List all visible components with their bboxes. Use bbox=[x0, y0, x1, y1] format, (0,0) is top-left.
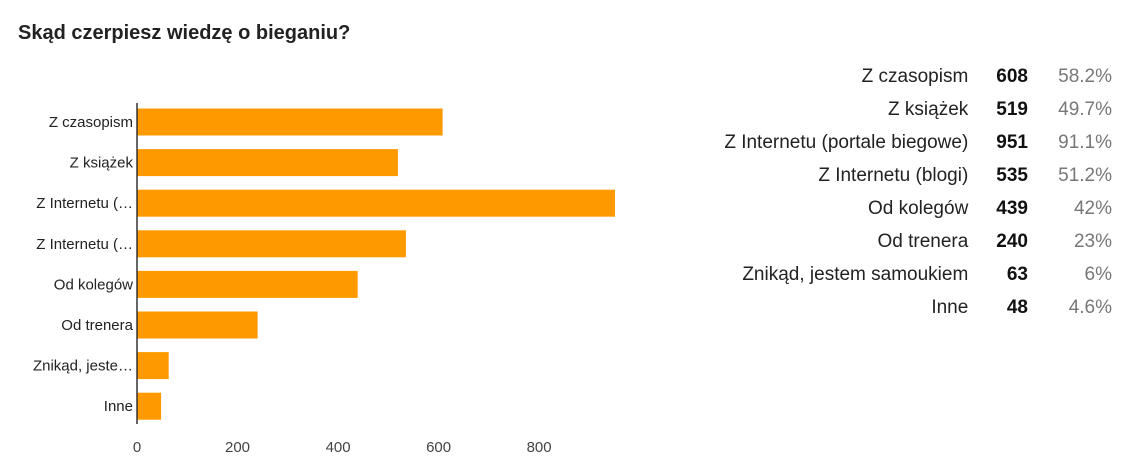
summary-row: Z Internetu (portale biegowe) 951 91.1% bbox=[724, 126, 1112, 159]
bar bbox=[137, 189, 615, 217]
summary-percent: 4.6% bbox=[1068, 296, 1112, 318]
category-label: Z Internetu (… bbox=[36, 236, 133, 253]
summary-row: Znikąd, jestem samoukiem 63 6% bbox=[724, 258, 1112, 291]
bar bbox=[137, 270, 358, 298]
bar-chart: Z czasopism Z książek Z Internetu (… Z Inte… bbox=[33, 103, 615, 456]
summary-row: Z książek 519 49.7% bbox=[724, 93, 1112, 126]
summary-count: 240 bbox=[996, 230, 1028, 252]
bar bbox=[137, 149, 398, 177]
bar bbox=[137, 311, 258, 339]
x-tick-label: 200 bbox=[225, 439, 250, 456]
summary-percent: 6% bbox=[1084, 263, 1112, 285]
category-label: Z książek bbox=[70, 155, 134, 172]
x-tick-label: 400 bbox=[326, 439, 351, 456]
category-label: Znikąd, jeste… bbox=[33, 358, 133, 375]
summary-row: Z czasopism 608 58.2% bbox=[724, 60, 1112, 93]
summary-percent: 91.1% bbox=[1058, 131, 1112, 153]
category-label: Od kolegów bbox=[54, 276, 133, 293]
category-label: Z czasopism bbox=[49, 114, 133, 131]
bar bbox=[137, 230, 406, 258]
summary-label: Z Internetu (blogi) bbox=[818, 164, 969, 186]
summary-count: 48 bbox=[1006, 296, 1028, 318]
summary-label: Od kolegów bbox=[867, 197, 969, 219]
x-tick-label: 0 bbox=[133, 439, 141, 456]
summary-percent: 49.7% bbox=[1058, 98, 1112, 120]
chart-title: Skąd czerpiesz wiedzę o bieganiu? bbox=[18, 22, 351, 44]
summary-percent: 42% bbox=[1073, 197, 1112, 219]
summary-count: 535 bbox=[996, 164, 1028, 186]
x-tick-label: 800 bbox=[527, 439, 552, 456]
summary-percent: 58.2% bbox=[1058, 65, 1112, 87]
bar bbox=[137, 108, 443, 136]
summary-label: Z czasopism bbox=[861, 65, 969, 87]
bar bbox=[137, 392, 162, 420]
bar bbox=[137, 352, 169, 380]
category-label: Od trenera bbox=[61, 317, 133, 334]
summary-row: Od kolegów 439 42% bbox=[724, 192, 1112, 225]
summary-table: Z czasopism 608 58.2% Z książek 519 49.7% Z In… bbox=[724, 60, 1112, 324]
category-label: Z Internetu (… bbox=[36, 195, 133, 212]
x-tick-label: 600 bbox=[426, 439, 451, 456]
summary-label: Inne bbox=[931, 296, 969, 318]
summary-row: Od trenera 240 23% bbox=[724, 225, 1112, 258]
summary-count: 63 bbox=[1006, 263, 1028, 285]
summary-count: 951 bbox=[996, 131, 1028, 153]
category-label: Inne bbox=[104, 398, 133, 415]
summary-percent: 51.2% bbox=[1058, 164, 1112, 186]
summary-label: Od trenera bbox=[877, 230, 969, 252]
summary-row: Z Internetu (blogi) 535 51.2% bbox=[724, 159, 1112, 192]
summary-percent: 23% bbox=[1073, 230, 1112, 252]
summary-count: 439 bbox=[996, 197, 1028, 219]
summary-label: Z książek bbox=[888, 98, 969, 120]
summary-row: Inne 48 4.6% bbox=[724, 291, 1112, 324]
summary-label: Z Internetu (portale biegowe) bbox=[724, 131, 969, 153]
summary-count: 608 bbox=[996, 65, 1028, 87]
summary-label: Znikąd, jestem samoukiem bbox=[742, 263, 969, 285]
summary-count: 519 bbox=[996, 98, 1028, 120]
